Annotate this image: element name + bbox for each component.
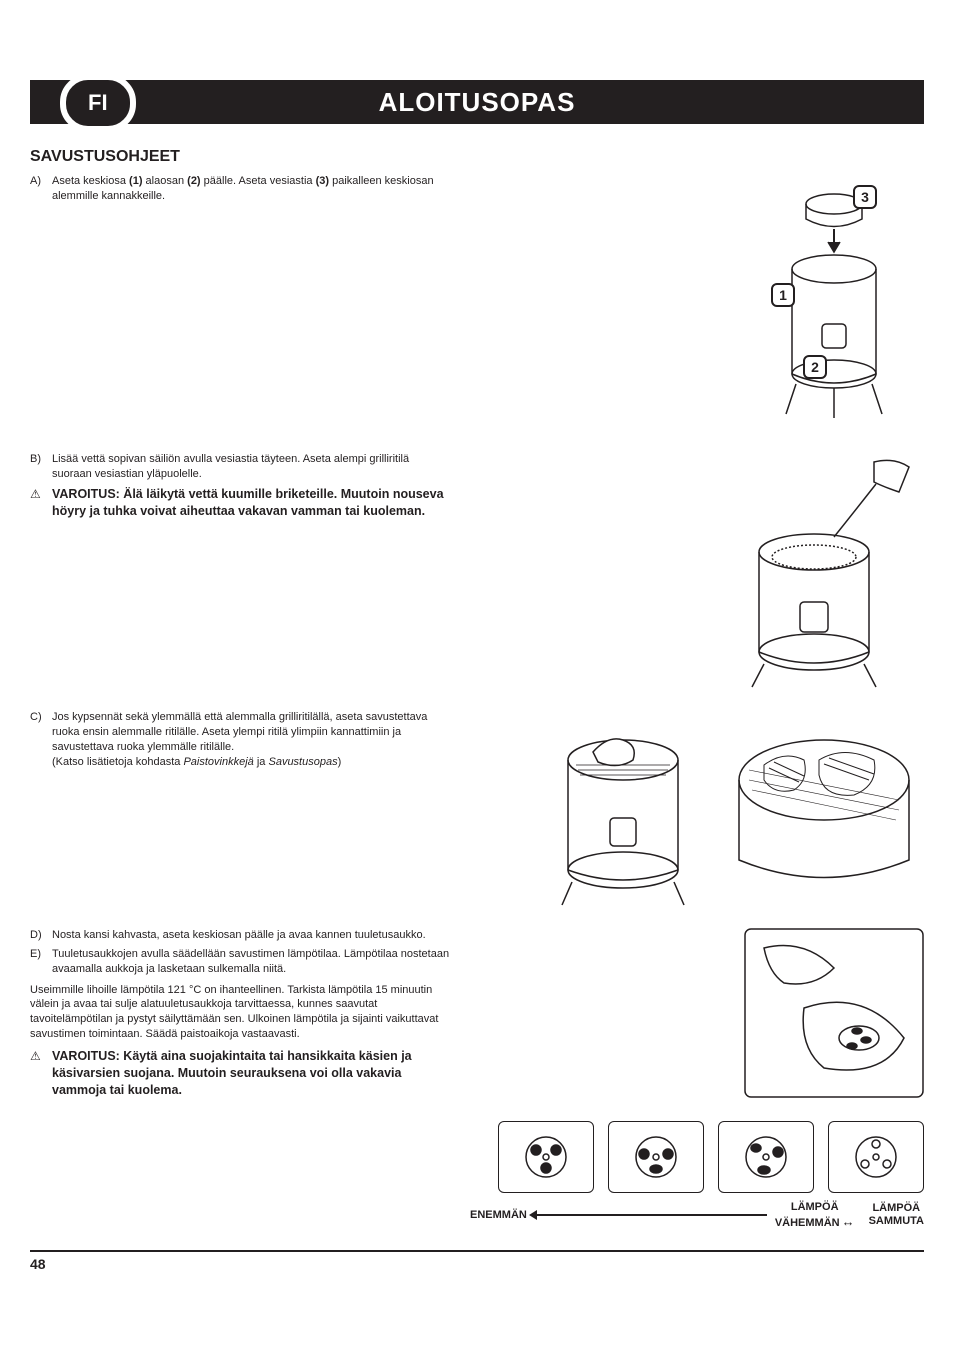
temperature-paragraph: Useimmille lihoille lämpötila 121 °C on …: [30, 983, 450, 1042]
warning-b: ⚠ VAROITUS: Älä läikytä vettä kuumille b…: [30, 486, 450, 520]
label-less-heat: LÄMPÖÄ VÄHEMMÄN↔: [775, 1201, 855, 1230]
language-badge: FI: [60, 74, 136, 132]
step-a: A) Aseta keskiosa (1) alaosan (2) päälle…: [30, 174, 450, 204]
page-number: 48: [30, 1256, 46, 1272]
step-b: B) Lisää vettä sopivan säiliön avulla ve…: [30, 452, 450, 482]
vent-position-2: [608, 1121, 704, 1193]
diagram-lower-grate: [538, 710, 708, 910]
arrow-line: [535, 1214, 767, 1216]
warning-text: VAROITUS: Käytä aina suojakintaita tai h…: [52, 1048, 450, 1099]
warning-text: VAROITUS: Älä läikytä vettä kuumille bri…: [52, 486, 450, 520]
vent-diagram-section: ENEMMÄN LÄMPÖÄ VÄHEMMÄN↔ LÄMPÖÄ SAMMUTA: [470, 1121, 924, 1230]
step-text: Nosta kansi kahvasta, aseta keskiosan pä…: [52, 928, 450, 943]
step-label: B): [30, 452, 52, 482]
step-label: D): [30, 928, 52, 943]
label-more-heat: ENEMMÄN: [470, 1209, 527, 1221]
row-step-c: C) Jos kypsennät sekä ylemmällä että ale…: [30, 710, 924, 910]
warning-d: ⚠ VAROITUS: Käytä aina suojakintaita tai…: [30, 1048, 450, 1099]
svg-text:1: 1: [779, 287, 787, 303]
diagram-lid-vent: [744, 928, 924, 1098]
step-text: Aseta keskiosa (1) alaosan (2) päälle. A…: [52, 174, 450, 204]
diagram-upper-grate: [724, 710, 924, 910]
warning-icon: ⚠: [30, 486, 52, 520]
step-label: E): [30, 947, 52, 977]
row-step-a: A) Aseta keskiosa (1) alaosan (2) päälle…: [30, 174, 924, 434]
double-arrow-icon: ↔: [842, 1214, 855, 1229]
header-bar: FI ALOITUSOPAS: [30, 80, 924, 124]
row-step-b: B) Lisää vettä sopivan säiliön avulla ve…: [30, 452, 924, 692]
vent-position-4: [828, 1121, 924, 1193]
step-label: A): [30, 174, 52, 204]
step-text: Jos kypsennät sekä ylemmällä että alemma…: [52, 710, 450, 769]
svg-text:3: 3: [861, 189, 869, 205]
row-step-de: D) Nosta kansi kahvasta, aseta keskiosan…: [30, 928, 924, 1103]
label-heat-off: LÄMPÖÄ SAMMUTA: [869, 1202, 924, 1228]
section-heading: SAVUSTUSOHJEET: [30, 148, 924, 166]
page-title: ALOITUSOPAS: [379, 87, 576, 118]
vent-position-1: [498, 1121, 594, 1193]
page-footer: 48: [30, 1250, 924, 1272]
step-e: E) Tuuletusaukkojen avulla säädellään sa…: [30, 947, 450, 977]
step-text: Lisää vettä sopivan säiliön avulla vesia…: [52, 452, 450, 482]
diagram-smoker-assembly: 3 1 2: [744, 174, 924, 434]
step-d: D) Nosta kansi kahvasta, aseta keskiosan…: [30, 928, 450, 943]
vent-position-3: [718, 1121, 814, 1193]
warning-icon: ⚠: [30, 1048, 52, 1099]
step-c: C) Jos kypsennät sekä ylemmällä että ale…: [30, 710, 450, 769]
svg-text:2: 2: [811, 359, 819, 375]
step-label: C): [30, 710, 52, 769]
step-text: Tuuletusaukkojen avulla säädellään savus…: [52, 947, 450, 977]
diagram-pour-water: [724, 452, 924, 692]
